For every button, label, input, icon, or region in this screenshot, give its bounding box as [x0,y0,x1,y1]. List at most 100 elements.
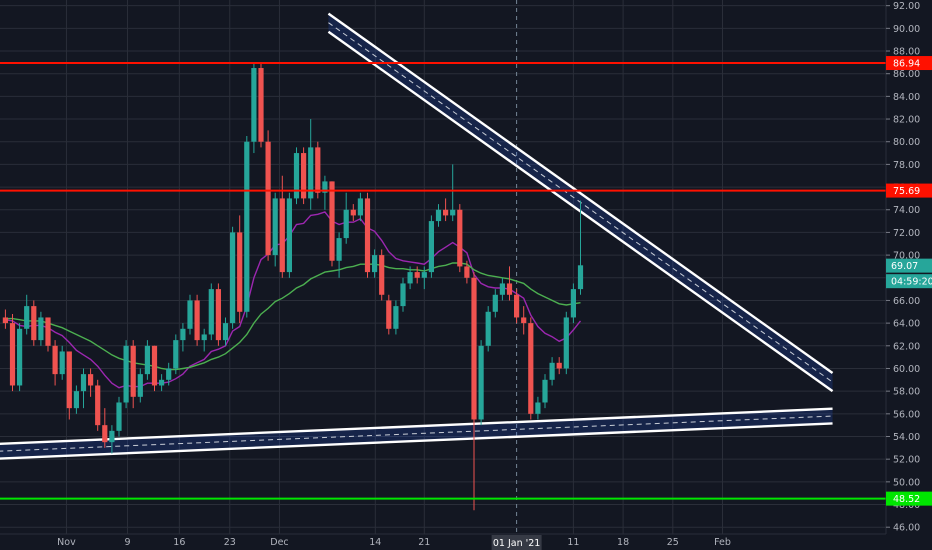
channel-lower-line[interactable] [0,422,833,460]
candle [201,328,207,352]
candle [265,130,271,261]
candle [386,294,392,335]
candle [45,317,51,352]
candle [109,425,115,454]
horizontal-level-badge [886,56,932,71]
y-tick-label: 52.00 [893,455,920,466]
candle-body [59,351,65,375]
candle [315,141,321,199]
x-tick-label: 18 [617,537,629,548]
candle [194,294,200,346]
moving-averages [5,211,582,389]
candle-body [400,283,406,307]
candle-body [52,345,58,375]
candle [308,119,314,210]
candle-body [386,300,392,329]
candle-body [194,300,200,341]
channel-upper-line[interactable] [327,12,834,374]
y-tick-label: 74.00 [893,205,920,216]
price-tag-badge [886,258,932,273]
y-tick-label: 64.00 [893,319,920,330]
candle [535,396,541,420]
candle [506,266,513,301]
candle-body [17,328,23,386]
y-tick-label: 50.00 [893,477,920,488]
candle-body [315,147,321,193]
candle [31,300,37,346]
candle [59,345,65,380]
y-tick-label: 82.00 [893,115,920,126]
candle [471,272,477,511]
price-tag-badge [886,274,932,289]
candle-body [272,198,278,256]
candle-body [293,153,300,199]
candle-body [237,232,243,312]
y-tick-label: 72.00 [893,228,920,239]
candle-body [364,198,371,273]
x-tick-label: 11 [567,537,579,548]
candle-body [393,306,399,329]
candle [237,215,243,324]
candle [443,198,449,222]
candle-body [80,374,87,392]
candle [435,204,442,227]
candle [400,277,406,312]
candle [180,323,186,352]
candle [9,314,16,392]
candle-body [265,141,271,256]
candle-body [372,255,378,273]
y-tick-label: 80.00 [893,137,920,148]
candle [166,362,172,386]
candle [528,317,534,420]
horizontal-level-label: 75.69 [893,186,920,197]
candle-body [230,232,236,324]
time-axis[interactable] [0,534,932,550]
y-tick-label: 46.00 [893,523,920,534]
candle [102,408,108,448]
y-tick-label: 92.00 [893,1,920,12]
candle [357,192,363,222]
candle [414,266,420,284]
candle [24,294,30,335]
candle-body [180,328,186,341]
candle-body [570,289,576,318]
candle-body [485,311,491,346]
candle-body [73,391,79,409]
y-tick-label: 66.00 [893,296,920,307]
candle-body [116,402,122,431]
trend-channel[interactable] [0,407,833,460]
candle-body [499,283,505,295]
y-tick-label: 78.00 [893,160,920,171]
candle-body [187,300,193,329]
candle-body [379,255,385,295]
y-tick-label: 58.00 [893,387,920,398]
candle [116,396,122,437]
candle-body [9,323,16,386]
candle [428,215,434,278]
y-tick-label: 84.00 [893,92,920,103]
candle-body [38,317,44,341]
x-tick-label: 23 [224,537,236,548]
candle [343,192,349,244]
channel-upper-line[interactable] [0,407,833,445]
candle-body [301,153,307,199]
y-tick-label: 88.00 [893,47,920,58]
candle [279,175,285,278]
candle [570,283,576,324]
horizontal-level-label: 86.94 [893,59,920,70]
candle-body [457,209,463,267]
candle [173,334,179,375]
candle-body [286,198,292,273]
candle-body [279,198,285,273]
candle [286,192,292,278]
candle-body [350,209,356,216]
candle [556,357,562,375]
horizontal-levels[interactable] [0,62,886,500]
candle [123,340,129,409]
candle-body [407,272,413,284]
price-tag-label: 04:59:20 [891,277,932,288]
candle-body [556,362,562,369]
candle-body [95,385,101,426]
